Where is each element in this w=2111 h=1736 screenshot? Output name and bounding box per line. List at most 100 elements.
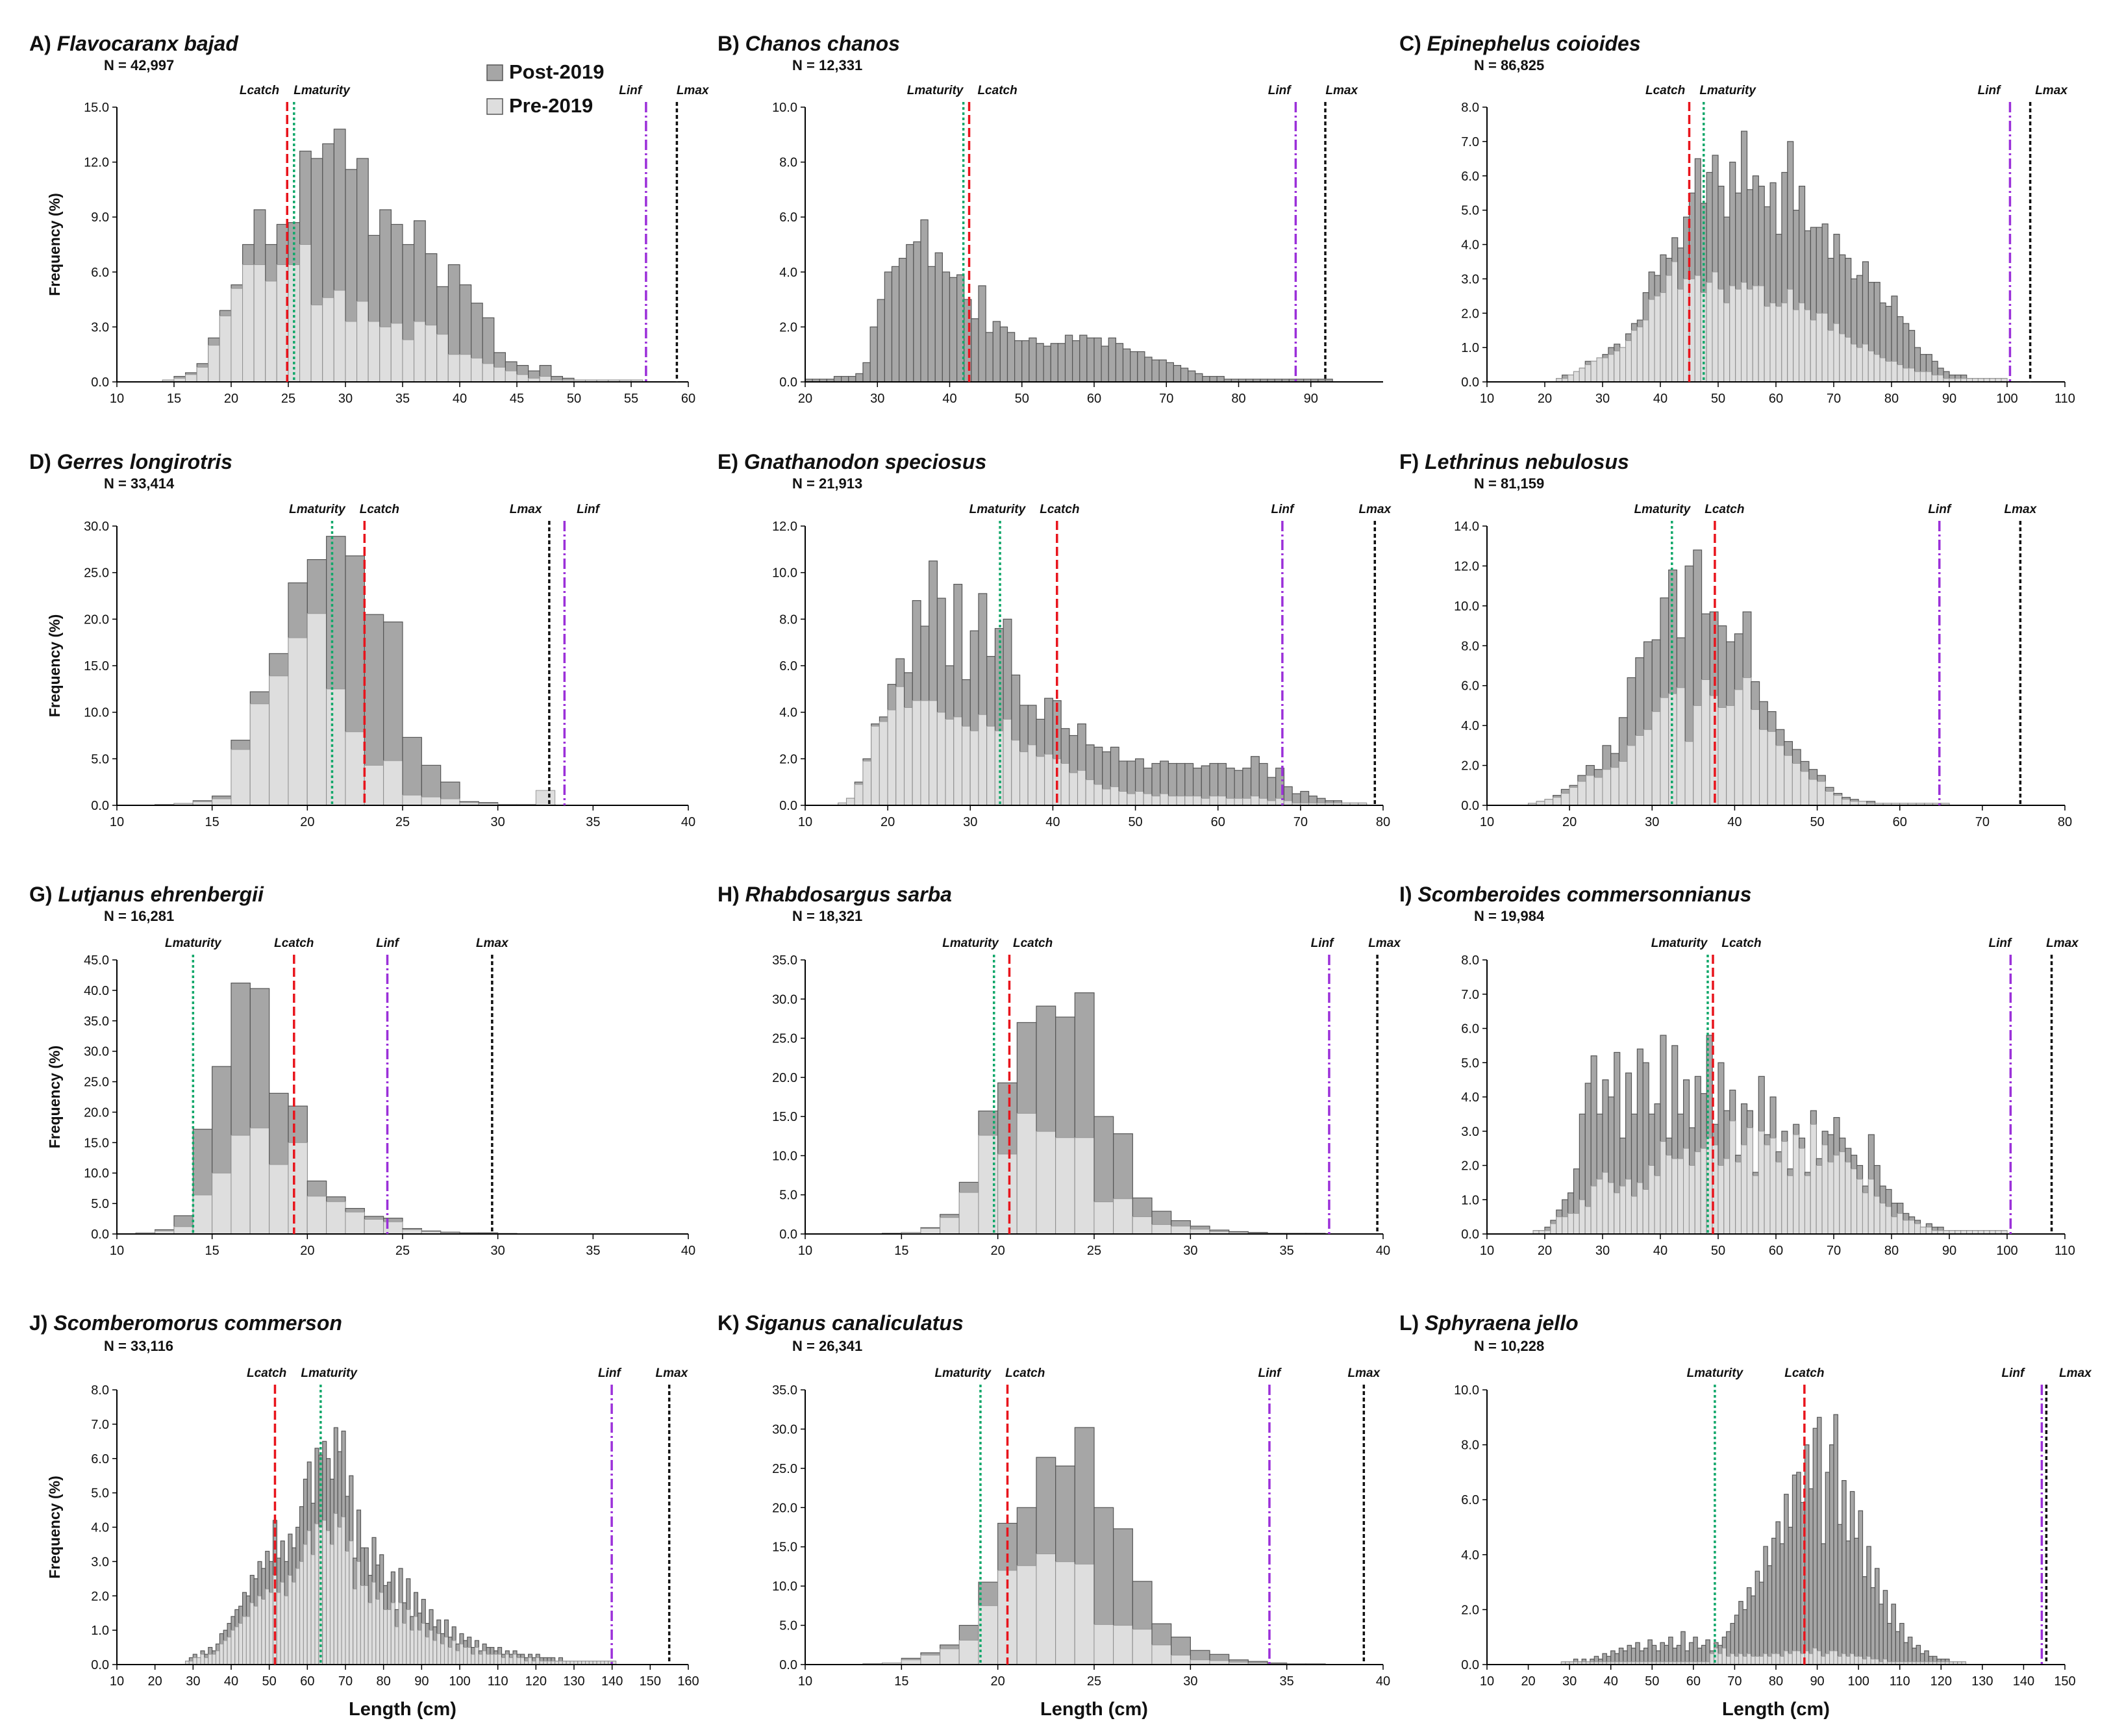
bar-pre-2019: [227, 1637, 232, 1665]
x-tick-label: 130: [1971, 1674, 1993, 1689]
panel-letter: F): [1399, 450, 1425, 473]
x-tick-label: 70: [1159, 392, 1173, 406]
y-tick-label: 25.0: [772, 1032, 797, 1046]
bar-pre-2019: [505, 1654, 510, 1665]
bar-post-2019: [1202, 375, 1210, 383]
bar-post-2019: [1842, 1479, 1847, 1665]
bar-pre-2019: [1925, 1226, 1932, 1235]
bar-pre-2019: [1568, 374, 1575, 383]
bar-pre-2019: [1875, 1659, 1880, 1665]
bar-pre-2019: [1093, 1201, 1114, 1235]
bar-pre-2019: [1784, 1650, 1789, 1665]
bar-post-2019: [1151, 359, 1160, 383]
bar-pre-2019: [1914, 371, 1921, 383]
y-tick-label: 10.0: [772, 1149, 797, 1163]
bar-post-2019: [1688, 1642, 1694, 1665]
bar-pre-2019: [1833, 1155, 1840, 1235]
bar-post-2019: [1833, 1414, 1838, 1665]
bar-pre-2019: [1879, 357, 1886, 383]
bar-post-2019: [1115, 343, 1124, 383]
panel-letter: K): [718, 1311, 745, 1335]
bar-pre-2019: [1775, 1161, 1782, 1235]
bar-pre-2019: [1931, 374, 1938, 383]
bar-pre-2019: [1225, 798, 1235, 806]
bar-post-2019: [1771, 1537, 1777, 1665]
bar-post-2019: [971, 318, 979, 383]
bar-pre-2019: [1619, 1185, 1627, 1235]
bar-pre-2019: [1593, 777, 1603, 806]
bar-pre-2019: [406, 1609, 411, 1665]
bar-pre-2019: [1036, 1554, 1056, 1665]
y-tick-label: 35.0: [772, 953, 797, 968]
panel-e: E) Gnathanodon speciosus N = 21,913 0.0 2.0…: [718, 450, 1392, 829]
bar-pre-2019: [1135, 791, 1144, 806]
marker-label-lmax: Lmax: [1348, 1366, 1381, 1380]
bar-pre-2019: [292, 1581, 297, 1665]
marker-label-lmax: Lmax: [656, 1366, 689, 1380]
panel-title: D) Gerres longirotris: [29, 450, 232, 473]
bar-pre-2019: [1113, 1625, 1133, 1665]
bar-pre-2019: [429, 1629, 434, 1665]
bar-post-2019: [1775, 1521, 1780, 1665]
bar-pre-2019: [1747, 1653, 1752, 1665]
bar-post-2019: [1788, 1526, 1793, 1665]
panel-l: L) Sphyraena jello N = 10,228 0.0 2.0 4.0 6.0…: [1399, 1311, 2092, 1720]
bar-pre-2019: [1694, 275, 1701, 383]
marker-label-lmaturity: Lmaturity: [969, 503, 1027, 516]
marker-label-lcatch: Lcatch: [1784, 1366, 1824, 1380]
x-tick-label: 15: [167, 392, 181, 406]
bar-pre-2019: [1190, 1229, 1210, 1235]
bar-pre-2019: [1683, 1148, 1690, 1235]
sample-size-label: N = 33,116: [104, 1338, 173, 1354]
bar-pre-2019: [994, 730, 1004, 806]
bar-pre-2019: [1036, 756, 1045, 806]
bar-pre-2019: [1590, 360, 1597, 383]
bar-pre-2019: [1726, 1655, 1731, 1665]
bar-pre-2019: [192, 1657, 197, 1665]
x-tick-label: 60: [1893, 815, 1907, 829]
x-tick-label: 60: [1769, 392, 1783, 406]
x-tick-label: 30: [1183, 1674, 1197, 1689]
bar-pre-2019: [1829, 1650, 1834, 1665]
bar-post-2019: [1879, 1604, 1884, 1665]
bar-pre-2019: [1742, 1655, 1747, 1665]
bar-pre-2019: [1110, 786, 1119, 806]
bar-pre-2019: [1671, 261, 1679, 383]
x-tick-label: 45: [510, 392, 524, 406]
bar-post-2019: [1751, 1595, 1756, 1665]
bar-pre-2019: [1793, 309, 1800, 383]
bar-post-2019: [869, 326, 878, 383]
x-tick-label: 55: [624, 392, 638, 406]
y-tick-label: 6.0: [1461, 1022, 1479, 1037]
y-tick-label: 1.0: [1461, 341, 1479, 355]
x-tick-label: 120: [1930, 1674, 1952, 1689]
x-tick-label: 80: [1884, 392, 1899, 406]
y-tick-label: 9.0: [91, 210, 109, 225]
bar-pre-2019: [459, 354, 472, 383]
y-tick-label: 1.0: [91, 1624, 109, 1638]
y-tick-label: 4.0: [1461, 238, 1479, 253]
bar-pre-2019: [1821, 1144, 1829, 1235]
bar-pre-2019: [371, 1581, 377, 1665]
bar-pre-2019: [1796, 1650, 1801, 1665]
bar-pre-2019: [1721, 1648, 1727, 1665]
bar-pre-2019: [383, 1609, 388, 1665]
bar-post-2019: [1779, 1543, 1785, 1665]
y-tick-label: 10.0: [84, 706, 109, 720]
x-tick-label: 40: [681, 815, 695, 829]
x-tick-label: 10: [798, 1674, 812, 1689]
x-tick-label: 10: [110, 1244, 124, 1258]
y-tick-label: 6.0: [779, 210, 797, 225]
bar-pre-2019: [1602, 769, 1612, 806]
bar-pre-2019: [322, 297, 334, 383]
y-tick-label: 35.0: [772, 1383, 797, 1398]
bar-pre-2019: [901, 1659, 921, 1665]
y-tick-label: 15.0: [84, 101, 109, 115]
marker-label-lmax: Lmax: [2005, 503, 2038, 516]
bar-pre-2019: [234, 1626, 240, 1665]
y-tick-label: 10.0: [84, 1166, 109, 1181]
bar-pre-2019: [1747, 288, 1753, 383]
x-tick-label: 10: [1480, 1674, 1494, 1689]
sample-size-label: N = 19,984: [1474, 908, 1545, 924]
bars: [1556, 131, 2008, 383]
